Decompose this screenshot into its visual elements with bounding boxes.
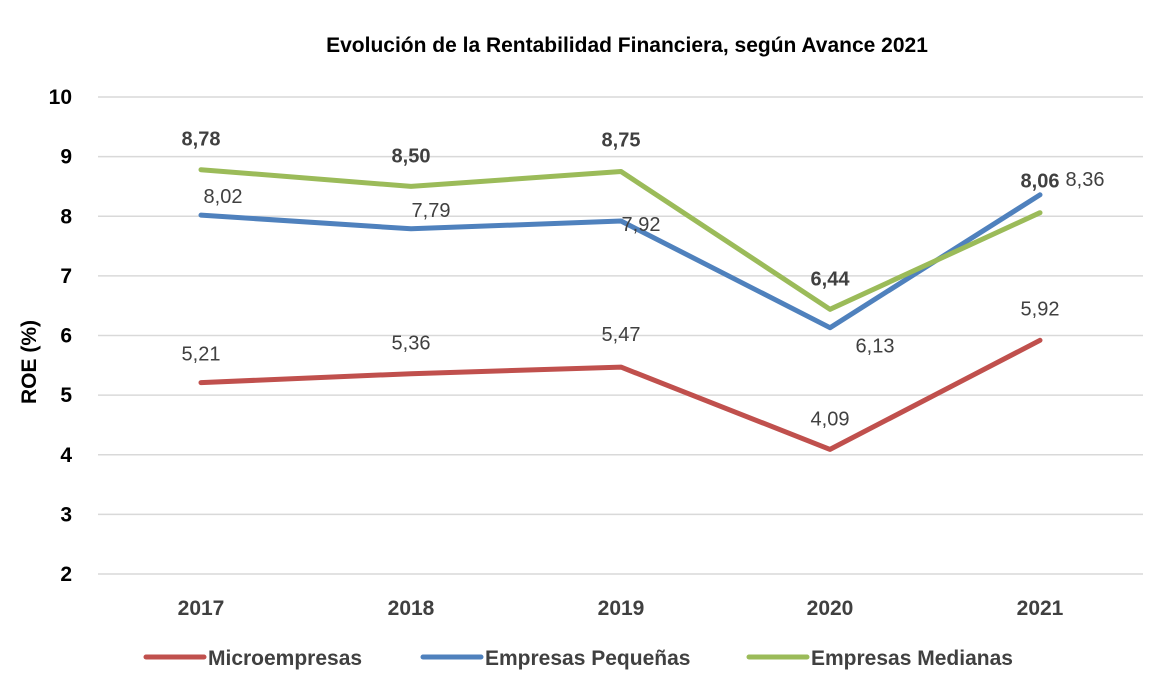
data-label: 6,13: [856, 336, 895, 358]
y-tick-label: 3: [60, 503, 72, 526]
data-label: 5,21: [182, 344, 221, 366]
x-tick-label: 2021: [1017, 597, 1064, 620]
x-tick-label: 2017: [178, 597, 225, 620]
y-tick-label: 4: [60, 444, 72, 467]
y-tick-label: 7: [60, 265, 72, 288]
series-line-3: [198, 167, 1043, 312]
data-label: 4,09: [811, 408, 850, 430]
gridlines: [98, 96, 1143, 575]
y-tick-label: 5: [60, 384, 72, 407]
data-labels: 5,21 5,36 5,47 4,09 5,92 8,02 7,79 7,92 6,13 8,36…: [182, 129, 1105, 431]
y-axis-label: ROE (%): [18, 320, 41, 404]
x-tick-label: 2018: [388, 597, 435, 620]
data-label: 8,75: [602, 130, 641, 152]
legend-label: Empresas Pequeñas: [485, 647, 690, 670]
series-line-1: [198, 337, 1043, 452]
y-axis-ticks: 2 3 4 5 6 7 8 9 10: [49, 86, 73, 586]
data-label: 6,44: [811, 268, 851, 290]
y-tick-label: 6: [60, 325, 72, 348]
series-line-2: [198, 192, 1043, 331]
data-label: 7,92: [622, 214, 661, 236]
data-label: 5,92: [1021, 298, 1060, 320]
y-tick-label: 10: [49, 86, 72, 109]
data-label: 5,47: [602, 324, 641, 346]
data-label: 8,02: [204, 186, 243, 208]
x-tick-label: 2020: [807, 597, 854, 620]
data-label: 8,78: [182, 129, 221, 151]
data-label: 8,50: [392, 145, 431, 167]
data-label: 5,36: [392, 333, 431, 355]
legend-label: Empresas Medianas: [811, 647, 1013, 670]
y-tick-label: 8: [60, 205, 72, 228]
series-lines: [198, 167, 1043, 452]
x-axis-ticks: 2017 2018 2019 2020 2021: [178, 597, 1064, 620]
data-label: 8,36: [1066, 169, 1105, 191]
y-tick-label: 2: [60, 563, 72, 586]
legend: Microempresas Empresas Pequeñas Empresas M…: [143, 647, 1013, 670]
y-tick-label: 9: [60, 146, 72, 169]
data-label: 8,06: [1021, 171, 1060, 193]
legend-label: Microempresas: [208, 647, 362, 670]
data-label: 7,79: [412, 200, 451, 222]
x-tick-label: 2019: [598, 597, 645, 620]
chart-title: Evolución de la Rentabilidad Financiera,…: [326, 34, 928, 57]
